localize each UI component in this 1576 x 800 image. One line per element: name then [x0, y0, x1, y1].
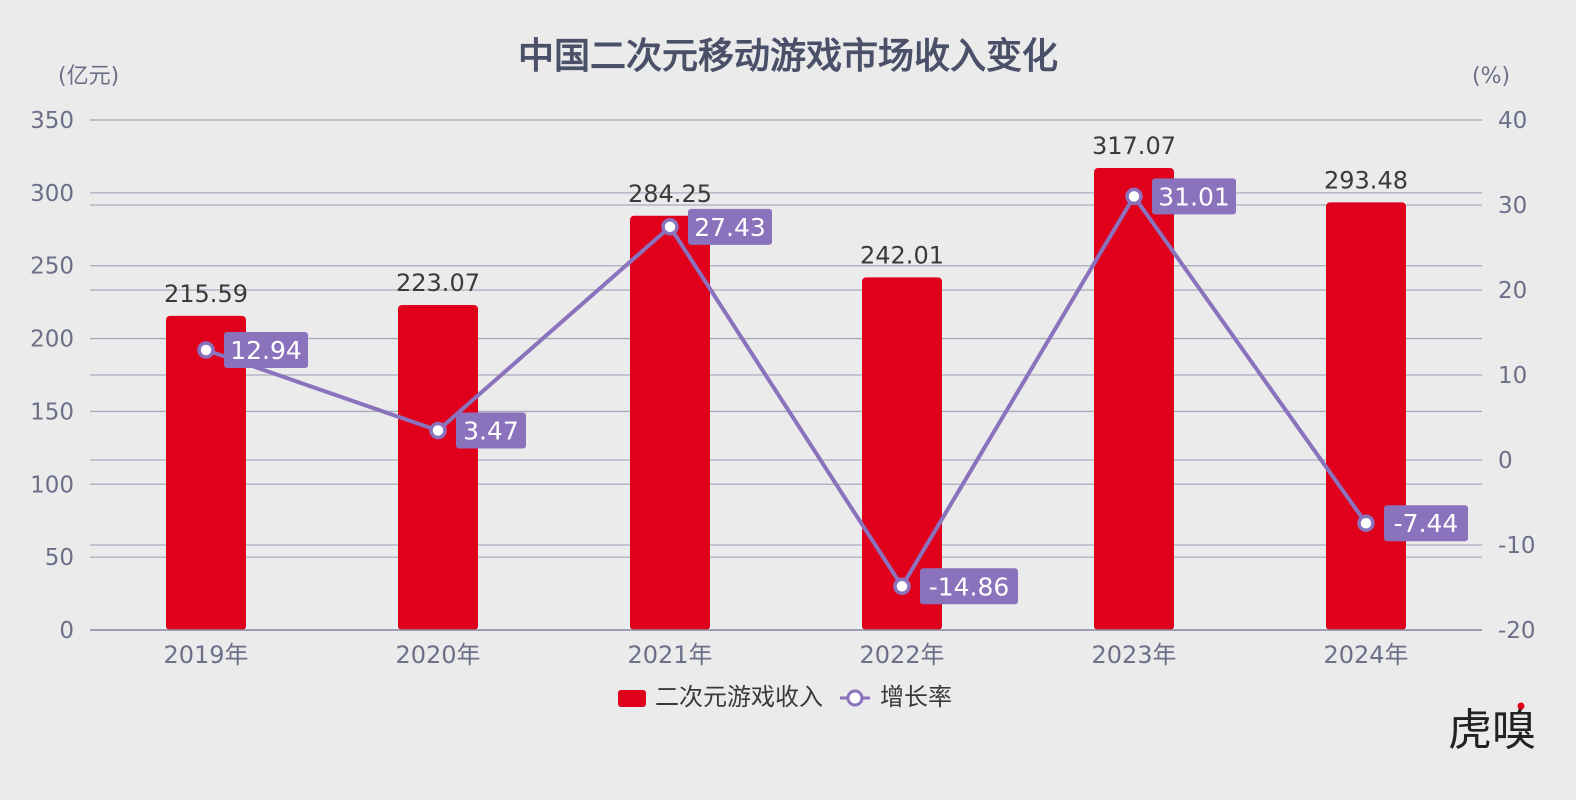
left-axis-tick-label: 0 [59, 618, 74, 644]
revenue-data-label: 284.25 [628, 180, 712, 208]
growth-point [893, 577, 911, 596]
left-axis-tick-label: 50 [45, 545, 74, 571]
right-axis-tick-label: 10 [1498, 363, 1527, 389]
growth-label-box [1384, 505, 1468, 542]
legend-bar-swatch [618, 690, 646, 707]
right-axis-tick-label: 30 [1498, 193, 1527, 219]
growth-point [1125, 187, 1143, 206]
revenue-data-label: 317.07 [1092, 132, 1176, 160]
growth-data-label: -14.86 [929, 572, 1010, 601]
legend-line-label: 增长率 [880, 683, 952, 711]
x-axis-tick-label: 2020年 [395, 641, 480, 669]
left-axis-tick-label: 300 [30, 181, 74, 207]
revenue-bar [630, 215, 710, 631]
growth-data-label: -7.44 [1394, 509, 1459, 538]
right-axis-tick-label: -20 [1498, 618, 1536, 644]
left-axis-tick-label: 350 [30, 108, 74, 134]
revenue-bar [166, 315, 246, 630]
x-axis-tick-label: 2022年 [859, 641, 944, 669]
left-axis-tick-label: 200 [30, 327, 74, 353]
x-axis-tick-label: 2021年 [627, 641, 712, 669]
x-axis: 2019年 2020年 2021年 2022年 2023年 2024年 [90, 629, 1482, 669]
growth-line-series: 12.94 3.47 27.43 -14.86 31.01 -7.44 [197, 178, 1468, 605]
growth-label-box [688, 208, 772, 245]
x-axis-tick-label: 2023年 [1091, 641, 1176, 669]
revenue-data-label: 293.48 [1324, 166, 1408, 194]
legend-bar-label: 二次元游戏收入 [655, 683, 823, 711]
revenue-data-label: 242.01 [860, 241, 944, 269]
left-axis-tick-label: 250 [30, 254, 74, 280]
growth-label-box [456, 412, 526, 449]
left-axis-tick-label: 150 [30, 399, 74, 425]
chart-title: 中国二次元移动游戏市场收入变化 [518, 35, 1058, 77]
left-axis: 0 50 100 150 200 250 300 350 [30, 108, 74, 644]
growth-label-box [1152, 178, 1236, 215]
growth-line [205, 194, 1368, 589]
growth-label-box [920, 568, 1018, 605]
x-axis-tick-label: 2019年 [163, 641, 248, 669]
growth-data-label: 12.94 [230, 336, 302, 365]
legend-line-marker [846, 689, 864, 707]
revenue-data-label: 215.59 [164, 280, 248, 308]
right-axis-tick-label: -10 [1498, 533, 1536, 559]
gridlines [90, 119, 1482, 631]
legend: 二次元游戏收入 增长率 [618, 683, 952, 711]
growth-point [429, 421, 447, 440]
growth-point [1357, 514, 1375, 532]
growth-data-label: 3.47 [463, 417, 519, 446]
x-axis-tick-label: 2024年 [1323, 641, 1408, 669]
revenue-bar [1094, 167, 1174, 631]
growth-data-label: 31.01 [1158, 182, 1230, 211]
growth-label-box [224, 332, 308, 369]
right-axis-unit: (%) [1472, 64, 1510, 89]
bar-series: 215.59 223.07 284.25 242.01 317.07 293.48 [164, 132, 1408, 631]
huxiu-logo: 虎嗅 [1448, 705, 1536, 756]
left-axis-unit: (亿元) [58, 64, 119, 89]
revenue-bar [1326, 202, 1406, 630]
right-axis: -20 -10 0 10 20 30 40 [1498, 108, 1536, 644]
revenue-bar [862, 277, 942, 630]
revenue-data-label: 223.07 [396, 269, 480, 297]
growth-point [197, 341, 215, 359]
growth-data-label: 27.43 [694, 213, 766, 242]
left-axis-tick-label: 100 [30, 472, 74, 498]
right-axis-tick-label: 40 [1498, 108, 1527, 134]
revenue-bar [398, 304, 478, 630]
right-axis-tick-label: 20 [1498, 278, 1527, 304]
right-axis-tick-label: 0 [1498, 448, 1513, 474]
logo-red-dot [1517, 702, 1525, 710]
growth-point [661, 218, 679, 236]
